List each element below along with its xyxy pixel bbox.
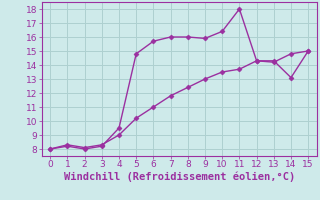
X-axis label: Windchill (Refroidissement éolien,°C): Windchill (Refroidissement éolien,°C) [64,172,295,182]
